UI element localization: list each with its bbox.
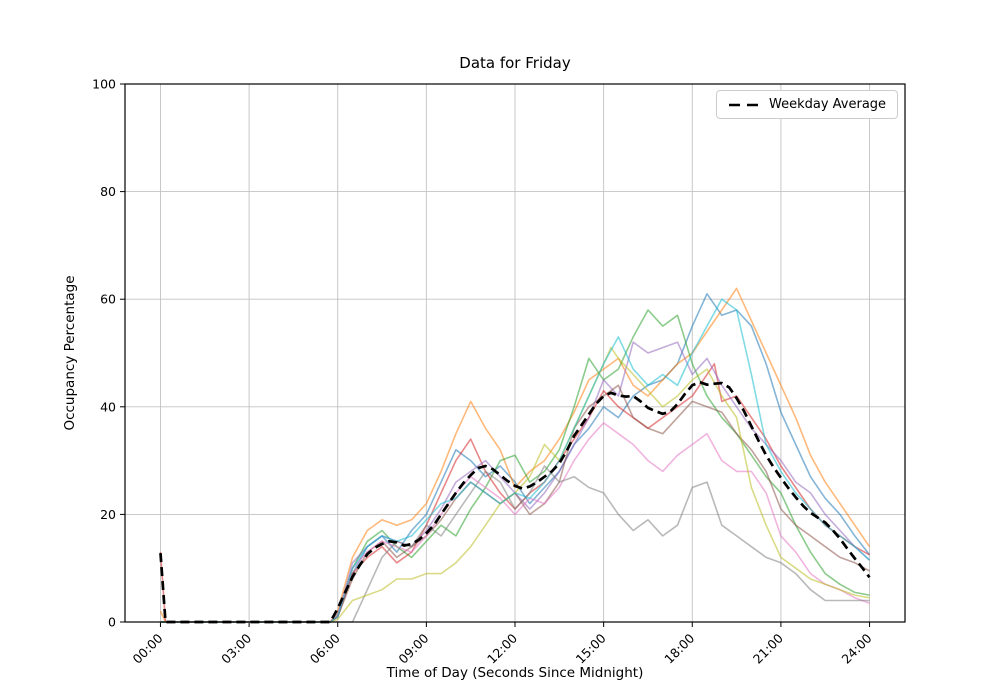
legend-label: Weekday Average — [769, 97, 887, 112]
plot-frame — [124, 83, 906, 623]
weekday-average-line — [159, 380, 871, 624]
y-axis-label: Occupancy Percentage — [62, 275, 78, 431]
day-series-line — [160, 384, 870, 623]
legend: Weekday Average — [716, 90, 899, 119]
y-tick-label: 0 — [108, 615, 116, 630]
day-series-line — [160, 309, 870, 623]
x-tick-label: 12:00 — [484, 630, 520, 666]
day-series-line — [160, 422, 870, 623]
x-tick-label: 09:00 — [395, 630, 431, 666]
y-tick-label: 40 — [100, 399, 116, 414]
y-tick-label: 80 — [100, 184, 116, 199]
x-tick-label: 03:00 — [218, 630, 254, 666]
legend-dash-sample-icon — [729, 103, 759, 106]
day-series-line — [160, 465, 870, 623]
x-axis-label: Time of Day (Seconds Since Midnight) — [386, 665, 644, 681]
x-tick-label: 24:00 — [839, 630, 875, 666]
day-series-line — [160, 298, 871, 623]
chart-title: Data for Friday — [459, 54, 571, 72]
x-tick-label: 06:00 — [307, 630, 343, 666]
x-tick-label: 21:00 — [750, 630, 786, 666]
x-tick-label: 15:00 — [573, 630, 609, 666]
x-tick-label: 00:00 — [129, 630, 165, 666]
x-tick-label: 18:00 — [661, 630, 697, 666]
y-tick-label: 20 — [100, 507, 116, 522]
y-tick-label: 100 — [92, 77, 116, 92]
y-tick-label: 60 — [100, 292, 116, 307]
day-series-line — [159, 287, 871, 623]
